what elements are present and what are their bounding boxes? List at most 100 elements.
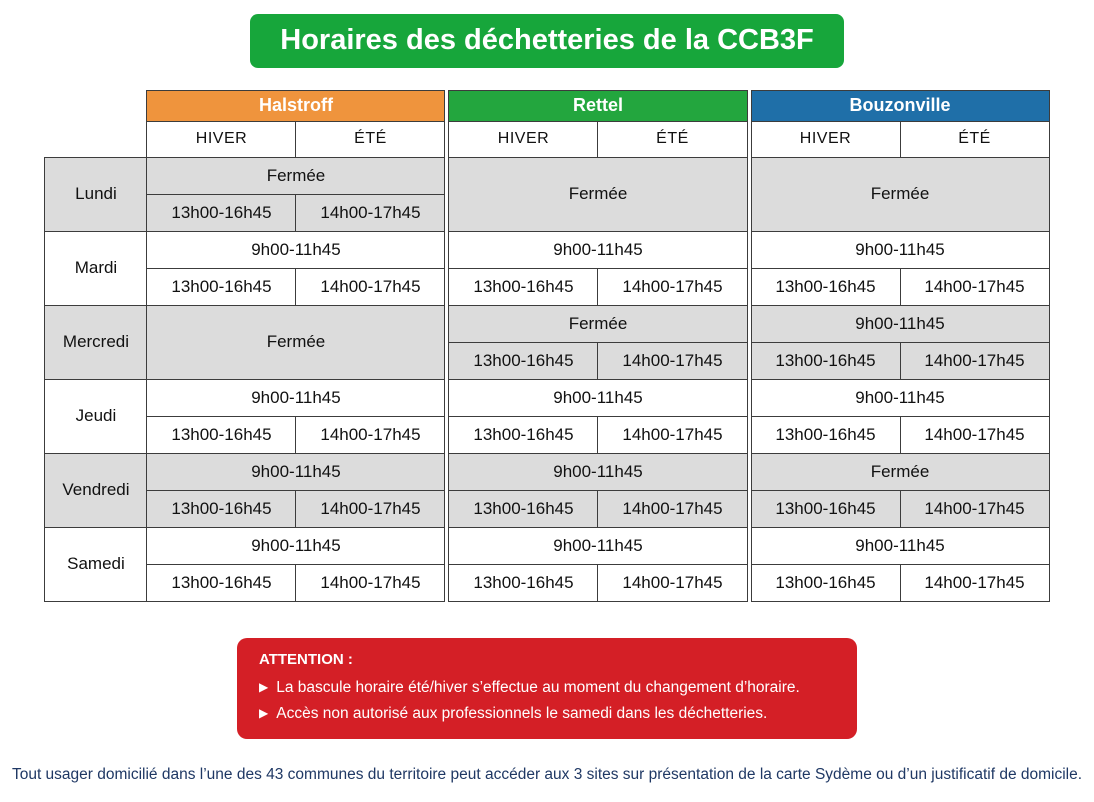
column-gap	[747, 90, 751, 158]
schedule-cell: Fermée	[448, 156, 748, 232]
schedule-cell: 13h00-16h45	[750, 267, 901, 306]
schedule-cell: 13h00-16h45	[146, 193, 297, 232]
schedule-cell: 14h00-17h45	[295, 415, 446, 454]
column-gap	[747, 231, 751, 306]
schedule-cell: 13h00-16h45	[146, 415, 297, 454]
footer-note: Tout usager domicilié dans l’une des 43 …	[11, 765, 1083, 783]
schedule-cell: 13h00-16h45	[448, 267, 599, 306]
table-row: 13h00-16h45 14h00-17h45 13h00-16h45 14h0…	[45, 563, 1050, 602]
schedule-cell: 9h00-11h45	[750, 378, 1050, 417]
schedule-cell: 13h00-16h45	[448, 563, 599, 602]
schedule-cell: 9h00-11h45	[750, 526, 1050, 565]
schedule-cell: Fermée	[146, 304, 446, 380]
site-header-row: Halstroff Rettel Bouzonville	[44, 89, 1050, 158]
schedule-cell: 14h00-17h45	[295, 489, 446, 528]
attention-box: ATTENTION : ▶ La bascule horaire été/hive…	[237, 637, 857, 739]
attention-text: La bascule horaire été/hiver s’effectue …	[276, 678, 800, 696]
schedule-cell: 13h00-16h45	[146, 489, 297, 528]
schedule-cell: 14h00-17h45	[899, 489, 1050, 528]
table-row: Samedi 9h00-11h45 9h00-11h45 9h00-11h45	[44, 526, 1050, 602]
schedule-cell: 13h00-16h45	[448, 415, 599, 454]
site-header-bouzonville: Bouzonville	[750, 89, 1050, 122]
schedule-cell: 13h00-16h45	[750, 563, 901, 602]
schedule-cell: 13h00-16h45	[146, 267, 297, 306]
schedule-cell: 13h00-16h45	[448, 489, 599, 528]
schedule-cell: 14h00-17h45	[597, 489, 748, 528]
season-header-row: HIVER ÉTÉ HIVER ÉTÉ HIVER ÉTÉ	[45, 120, 1050, 158]
day-label: Mardi	[44, 230, 148, 306]
schedule-cell: 9h00-11h45	[448, 452, 748, 491]
schedule-cell: 9h00-11h45	[448, 526, 748, 565]
bullet-icon: ▶	[259, 679, 269, 694]
site-header-halstroff: Halstroff	[146, 89, 446, 122]
schedule-cell: 14h00-17h45	[295, 563, 446, 602]
table-row: Lundi Fermée Fermée Fermée	[44, 156, 1050, 232]
season-header-hiver: HIVER	[146, 120, 297, 158]
attention-text: Accès non autorisé aux professionnels le…	[276, 705, 768, 723]
column-gap	[444, 453, 449, 528]
page-title: Horaires des déchetteries de la CCB3F	[250, 14, 844, 68]
table-row: 13h00-16h45 14h00-17h45 13h00-16h45 14h0…	[45, 415, 1050, 454]
attention-heading: ATTENTION :	[259, 650, 353, 668]
schedule-cell: 9h00-11h45	[146, 452, 446, 491]
schedule-cell: 9h00-11h45	[750, 304, 1050, 343]
table-row: 13h00-16h45 14h00-17h45 13h00-16h45 14h0…	[45, 341, 1050, 380]
day-label: Lundi	[44, 156, 148, 232]
schedule-cell: Fermée	[750, 452, 1050, 491]
table-row: 13h00-16h45 14h00-17h45 13h00-16h45 14h0…	[45, 489, 1050, 528]
column-gap	[747, 305, 751, 380]
schedule-cell: 9h00-11h45	[146, 378, 446, 417]
season-header-ete: ÉTÉ	[295, 120, 446, 158]
schedule-cell: Fermée	[750, 156, 1050, 232]
table-row: Vendredi 9h00-11h45 9h00-11h45 Fermée	[44, 452, 1050, 528]
schedule-cell: 13h00-16h45	[750, 341, 901, 380]
corner-cell	[44, 90, 147, 158]
table-row: 13h00-16h45 14h00-17h45 13h00-16h45 14h0…	[45, 267, 1050, 306]
schedule-cell: 9h00-11h45	[448, 378, 748, 417]
day-label: Mercredi	[44, 304, 148, 380]
season-header-ete: ÉTÉ	[597, 120, 748, 158]
column-gap	[444, 231, 449, 306]
column-gap	[444, 157, 449, 232]
column-gap	[444, 379, 449, 454]
column-gap	[747, 379, 751, 454]
schedule-cell: 14h00-17h45	[597, 415, 748, 454]
day-label: Samedi	[44, 526, 148, 602]
schedule-cell: 14h00-17h45	[597, 563, 748, 602]
title-banner: Horaires des déchetteries de la CCB3F	[0, 14, 1094, 68]
season-header-hiver: HIVER	[750, 120, 901, 158]
bullet-icon: ▶	[259, 706, 269, 721]
schedule-cell: 9h00-11h45	[146, 230, 446, 269]
attention-item: ▶ Accès non autorisé aux professionnels l…	[259, 704, 835, 723]
season-header-ete: ÉTÉ	[899, 120, 1050, 158]
schedule-cell: 14h00-17h45	[597, 341, 748, 380]
season-header-hiver: HIVER	[448, 120, 599, 158]
site-header-rettel: Rettel	[448, 89, 748, 122]
column-gap	[444, 527, 449, 602]
schedule-cell: 13h00-16h45	[448, 341, 599, 380]
schedule-cell: 9h00-11h45	[448, 230, 748, 269]
table-row: Mercredi Fermée Fermée 9h00-11h45	[44, 304, 1050, 380]
day-label: Jeudi	[44, 378, 148, 454]
column-gap	[747, 157, 751, 232]
column-gap	[444, 305, 449, 380]
day-label: Vendredi	[44, 452, 148, 528]
schedule-cell: 14h00-17h45	[899, 267, 1050, 306]
schedule-cell: Fermée	[146, 156, 446, 195]
column-gap	[444, 90, 449, 158]
schedule-cell: 13h00-16h45	[750, 489, 901, 528]
schedule-cell: 14h00-17h45	[899, 415, 1050, 454]
schedule-table: Halstroff Rettel Bouzonville HIVER ÉTÉ H…	[44, 89, 1050, 602]
schedule-cell: 14h00-17h45	[295, 193, 446, 232]
schedule-cell: 13h00-16h45	[146, 563, 297, 602]
column-gap	[747, 527, 751, 602]
schedule-cell: 9h00-11h45	[146, 526, 446, 565]
column-gap	[747, 453, 751, 528]
schedule-cell: Fermée	[448, 304, 748, 343]
attention-item: ▶ La bascule horaire été/hiver s’effectue…	[259, 678, 835, 697]
schedule-cell: 14h00-17h45	[899, 563, 1050, 602]
schedule-cell: 9h00-11h45	[750, 230, 1050, 269]
schedule-cell: 13h00-16h45	[750, 415, 901, 454]
table-row: Jeudi 9h00-11h45 9h00-11h45 9h00-11h45	[44, 378, 1050, 454]
schedule-cell: 14h00-17h45	[899, 341, 1050, 380]
